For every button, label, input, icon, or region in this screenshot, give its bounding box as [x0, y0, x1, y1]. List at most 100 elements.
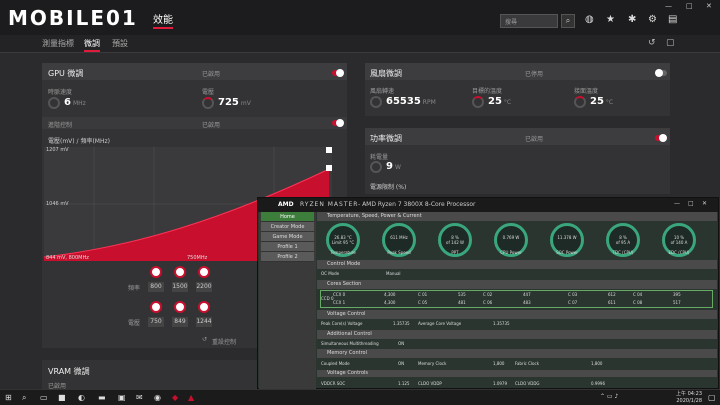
freq-value-1[interactable]: 800 — [148, 282, 164, 292]
rm-cldo-vddg-value: 0.9996 — [591, 381, 605, 386]
maximize-button[interactable]: □ — [686, 2, 693, 10]
gear-icon[interactable]: ⚙ — [648, 14, 657, 25]
sub-navigation: 測量指標 微調 預設 ↺ ▢ — [0, 35, 720, 53]
rm-smt-value: ON — [398, 341, 405, 346]
star-icon[interactable]: ★ — [606, 14, 615, 25]
rm-section-speed[interactable]: Temperature, Speed, Power & Current — [317, 212, 717, 221]
volt-value-2[interactable]: 849 — [172, 317, 188, 327]
store-icon[interactable]: ▣ — [118, 393, 126, 402]
rm-nav-profile1[interactable]: Profile 1 — [261, 242, 314, 252]
rm-gauge-sub: of 95 A — [615, 240, 631, 245]
freq-knob-3[interactable] — [198, 266, 210, 278]
voltage-value: 725 mV — [218, 97, 251, 108]
tray-icons[interactable]: ⌃ ▭ ♪ — [600, 393, 619, 400]
volt-value-3[interactable]: 1244 — [196, 317, 212, 327]
clock-gauge-icon — [48, 97, 60, 109]
reset-control-button[interactable]: 重設控制 — [212, 339, 237, 346]
app-title[interactable]: 效能 — [153, 15, 173, 26]
volt-knob-3[interactable] — [198, 301, 210, 313]
freq-knob-1[interactable] — [150, 266, 162, 278]
rm-section-vcontrols[interactable]: Voltage Controls — [317, 370, 717, 377]
minimize-button[interactable]: — — [665, 2, 672, 10]
task-view-icon[interactable]: ▭ — [40, 393, 48, 402]
rm-core-name: CCX 1 — [333, 300, 346, 305]
freq-label: 頻率 — [128, 285, 141, 292]
rm-section-memory[interactable]: Memory Control — [317, 349, 717, 358]
rm-gauge-ring — [438, 223, 472, 257]
rm-gauge-ring — [382, 223, 416, 257]
rm-section-control[interactable]: Control Mode — [317, 260, 717, 269]
rm-oc-mode-label: OC Mode — [321, 271, 340, 276]
rm-gauge-ring — [326, 223, 360, 257]
gpu-status: 已啟用 — [202, 71, 221, 78]
amd-icon[interactable]: ◆ — [172, 393, 179, 402]
rm-smt-label: Simultaneous Multithreading — [321, 341, 379, 346]
search-icon[interactable]: ⌕ — [561, 14, 575, 28]
freq-value-3[interactable]: 2200 — [196, 282, 212, 292]
mail-icon[interactable]: ✉ — [136, 393, 143, 402]
close-button[interactable]: ✕ — [706, 2, 712, 10]
notification-icon[interactable]: ▢ — [708, 393, 716, 402]
rm-gauge-value: 8 % — [619, 235, 627, 240]
search-icon[interactable]: ⌕ — [22, 393, 27, 402]
volt-label: 電壓 — [128, 320, 141, 327]
clock[interactable]: 上午 04:23 2020/1/28 — [676, 391, 702, 405]
rm-core-c4: C 08 — [633, 300, 643, 305]
rm-peak-voltage-label: Peak Core(s) Voltage — [321, 321, 363, 326]
start-icon[interactable]: ⊞ — [5, 393, 12, 402]
chrome-icon[interactable]: ◉ — [154, 393, 161, 402]
tab-presets[interactable]: 預設 — [112, 39, 128, 48]
gpu-toggle[interactable] — [332, 69, 344, 77]
rm-nav-game[interactable]: Game Mode — [261, 232, 314, 242]
rm-nav-home[interactable]: Home — [261, 212, 314, 222]
rm-brand: AMD — [278, 201, 294, 208]
app-icon-1[interactable]: ■ — [58, 393, 66, 402]
rm-section-additional[interactable]: Additional Control — [317, 330, 717, 339]
rm-gauge-ring — [550, 223, 584, 257]
rm-core-grid — [320, 290, 713, 308]
rm-peak-voltage-value: 1.35735 — [393, 321, 410, 326]
clock-date: 2020/1/28 — [676, 398, 702, 404]
radeon-icon[interactable]: ▲ — [188, 393, 195, 402]
rm-minimize-button[interactable]: — — [674, 200, 680, 207]
junction-temp-gauge-icon — [574, 96, 586, 108]
rm-nav-creator[interactable]: Creator Mode — [261, 222, 314, 232]
freq-value-2[interactable]: 1500 — [172, 282, 188, 292]
search-input[interactable]: 搜尋 — [500, 14, 558, 28]
save-icon[interactable]: ▢ — [666, 38, 675, 48]
tab-metrics[interactable]: 測量指標 — [42, 39, 74, 48]
volt-knob-2[interactable] — [174, 301, 186, 313]
globe-icon[interactable]: ◍ — [585, 14, 594, 25]
edge-icon[interactable]: ◐ — [78, 393, 85, 402]
bug-icon[interactable]: ✱ — [628, 14, 637, 25]
fan-tuning-panel: 風扇微調 已停用 風扇轉速 65535 RPM 目標的溫度 25 °C 接面溫度 2… — [365, 63, 670, 116]
title-bar: MOBILE01 效能 搜尋 ⌕ ◍ ★ ✱ ⚙ ▤ — □ ✕ — [0, 0, 720, 35]
power-toggle[interactable] — [655, 134, 667, 142]
rm-core-c3: C 07 — [568, 300, 578, 305]
rm-cpu-name: - AMD Ryzen 7 3800X 8-Core Processor — [358, 201, 476, 208]
rm-maximize-button[interactable]: □ — [688, 200, 694, 207]
rm-gauge-value: 26.83 °C — [334, 235, 352, 240]
folder-icon[interactable]: ▬ — [98, 393, 106, 402]
rm-cldo-vddp-value: 1.0979 — [493, 381, 507, 386]
rm-gauge-label: SOC Power — [556, 250, 578, 255]
reset-icon[interactable]: ↺ — [648, 38, 656, 48]
rm-gauge-value: 10 % — [673, 235, 685, 240]
reset-icon[interactable]: ↺ — [202, 336, 208, 343]
advanced-toggle[interactable] — [332, 119, 344, 127]
freq-knob-2[interactable] — [174, 266, 186, 278]
tab-tuning[interactable]: 微調 — [84, 39, 100, 48]
rm-gauge-value: 611 MHz — [390, 235, 408, 240]
layout-icon[interactable]: ▤ — [668, 14, 678, 25]
rm-section-voltage[interactable]: Voltage Control — [317, 310, 717, 319]
volt-knob-1[interactable] — [150, 301, 162, 313]
rm-close-button[interactable]: ✕ — [702, 200, 708, 207]
rm-memclk-value: 1,800 — [493, 361, 505, 366]
target-temp-label: 目標的溫度 — [472, 88, 503, 95]
gpu-title: GPU 微調 — [48, 69, 84, 78]
rm-section-cores[interactable]: Cores Section — [317, 280, 717, 289]
fan-toggle[interactable] — [655, 69, 667, 77]
rm-gauge-label: TDC (CPU) — [612, 250, 634, 255]
volt-value-1[interactable]: 750 — [148, 317, 164, 327]
rm-nav-profile2[interactable]: Profile 2 — [261, 252, 314, 262]
